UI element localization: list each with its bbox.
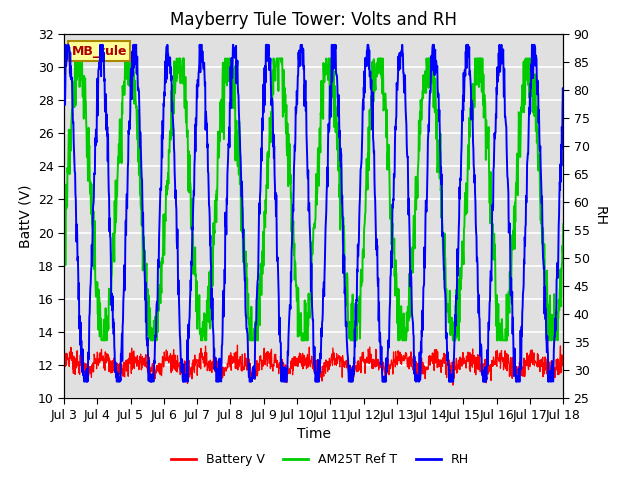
Y-axis label: RH: RH <box>592 206 606 226</box>
Legend: Battery V, AM25T Ref T, RH: Battery V, AM25T Ref T, RH <box>166 448 474 471</box>
X-axis label: Time: Time <box>296 427 331 442</box>
Y-axis label: BattV (V): BattV (V) <box>18 184 32 248</box>
Title: Mayberry Tule Tower: Volts and RH: Mayberry Tule Tower: Volts and RH <box>170 11 457 29</box>
Text: MB_tule: MB_tule <box>72 45 127 58</box>
